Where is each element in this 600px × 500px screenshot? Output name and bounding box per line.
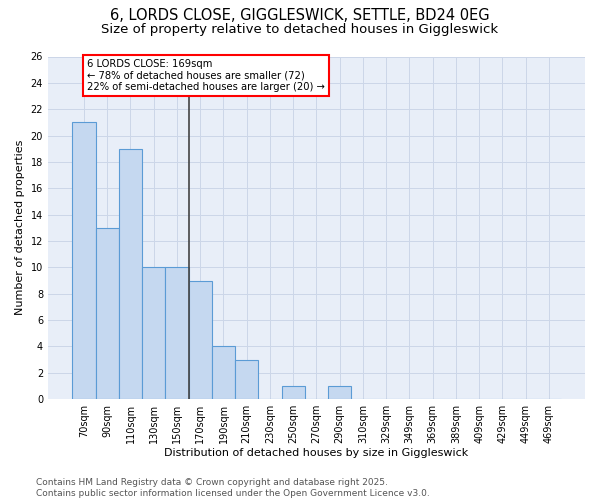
Text: 6, LORDS CLOSE, GIGGLESWICK, SETTLE, BD24 0EG: 6, LORDS CLOSE, GIGGLESWICK, SETTLE, BD2… (110, 8, 490, 22)
Bar (212, 346, 235, 399)
Bar (73, 122, 95, 399)
Bar (142, 268, 166, 399)
Text: Size of property relative to detached houses in Giggleswick: Size of property relative to detached ho… (101, 22, 499, 36)
Text: Contains HM Land Registry data © Crown copyright and database right 2025.
Contai: Contains HM Land Registry data © Crown c… (36, 478, 430, 498)
Text: 6 LORDS CLOSE: 169sqm
← 78% of detached houses are smaller (72)
22% of semi-deta: 6 LORDS CLOSE: 169sqm ← 78% of detached … (87, 59, 325, 92)
Bar (328, 386, 352, 399)
Bar (281, 386, 305, 399)
Bar (95, 228, 119, 399)
X-axis label: Distribution of detached houses by size in Giggleswick: Distribution of detached houses by size … (164, 448, 469, 458)
Bar (119, 148, 142, 399)
Y-axis label: Number of detached properties: Number of detached properties (15, 140, 25, 316)
Bar (166, 268, 188, 399)
Bar (235, 360, 259, 399)
Bar (188, 280, 212, 399)
